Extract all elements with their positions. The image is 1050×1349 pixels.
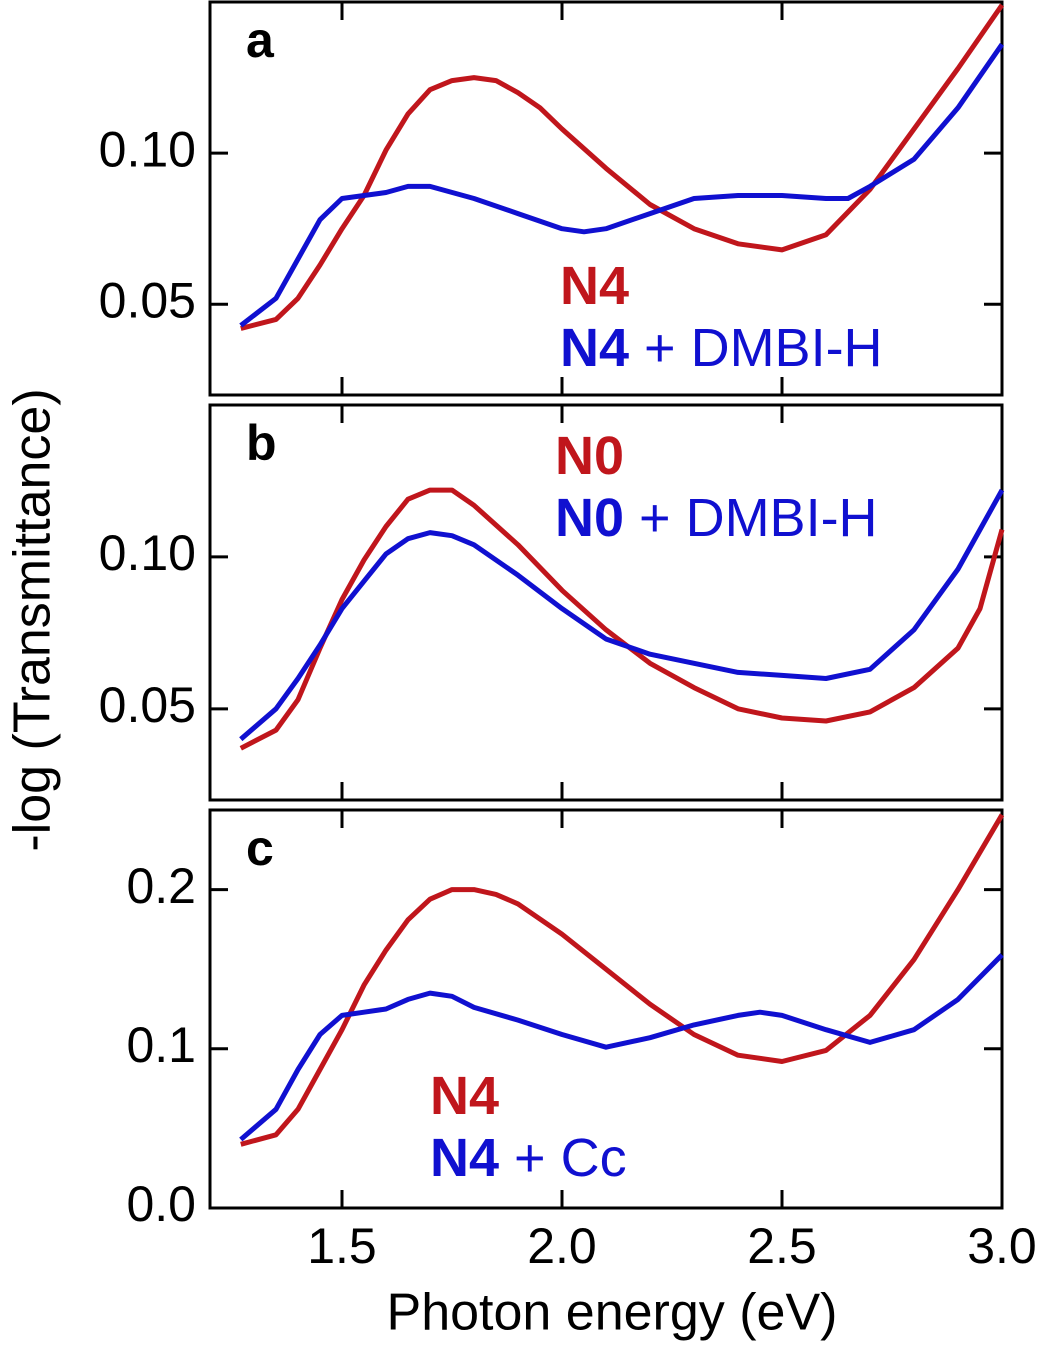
data-line [240,3,1005,331]
legend-entry: N4 + Cc [430,1128,627,1188]
legend-entry: N4 [560,256,629,316]
x-tick-label: 3.0 [967,1218,1037,1274]
y-tick-label: 0.10 [99,121,196,177]
legend-entry: N4 [430,1066,499,1126]
panel-label: a [246,12,275,68]
panel-label: b [246,415,277,471]
plot-frame [208,0,1004,397]
data-line [239,487,1005,751]
y-tick-label: 0.1 [126,1017,196,1073]
x-axis-title: Photon energy (eV) [387,1284,838,1342]
x-tick-label: 2.0 [527,1218,597,1274]
data-line [240,813,1005,1147]
y-tick-label: 0.0 [126,1176,196,1232]
plot-frame [208,808,1004,1210]
legend-entry: N0 [555,426,624,486]
data-line [239,488,1005,742]
legend-entry: N0 + DMBI-H [555,488,878,548]
y-tick-label: 0.05 [99,677,196,733]
x-tick-label: 2.5 [747,1218,817,1274]
panel-label: c [246,820,274,876]
y-tick-label: 0.05 [99,273,196,329]
y-tick-label: 0.10 [99,525,196,581]
plot-frame [208,403,1004,802]
data-line [239,953,1004,1142]
legend-entry: N4 + DMBI-H [560,318,883,378]
x-tick-label: 1.5 [307,1218,377,1274]
data-line [239,42,1005,328]
y-axis-title: -log (Transmittance) [4,388,62,851]
y-tick-label: 0.2 [126,858,196,914]
